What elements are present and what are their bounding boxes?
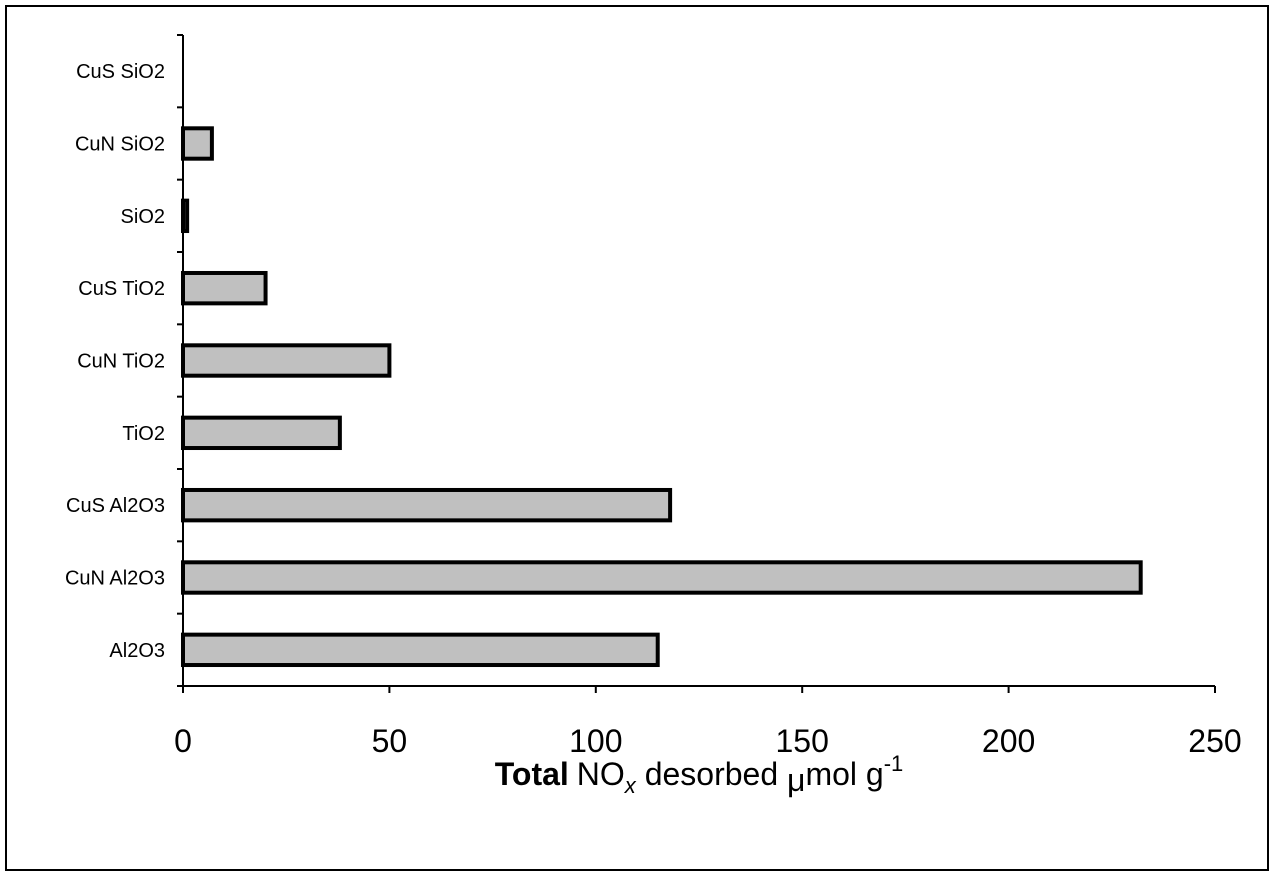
- category-label: CuN SiO2: [75, 134, 165, 156]
- x-axis-title-exp: -1: [884, 751, 904, 776]
- bar-cun-al2o3: [181, 560, 1143, 595]
- category-label: CuS Al2O3: [66, 495, 165, 517]
- category-label: CuS SiO2: [76, 61, 165, 83]
- x-axis-title-species: NO: [577, 756, 625, 792]
- chart-frame: Al2O3 CuN Al2O3 CuS Al2O3 TiO2 CuN TiO2 CuS T…: [5, 5, 1269, 871]
- x-tick-label: 200: [982, 723, 1035, 759]
- category-labels: Al2O3 CuN Al2O3 CuS Al2O3 TiO2 CuN TiO2 CuS T…: [65, 61, 165, 662]
- x-axis-title-bold: Total: [495, 756, 569, 792]
- x-tick-label: 50: [372, 723, 408, 759]
- x-axis-title-mu: μ: [787, 762, 805, 798]
- x-tick-label: 250: [1188, 723, 1241, 759]
- x-axis-title-rest: desorbed: [636, 756, 787, 792]
- bar-cus-al2o3: [181, 487, 673, 523]
- category-label: CuS TiO2: [78, 278, 165, 300]
- y-axis-ticks: [177, 34, 183, 687]
- x-axis-title: Total NOx desorbed μmol g-1: [495, 751, 904, 798]
- category-label: Al2O3: [109, 640, 165, 662]
- bars-group: [181, 126, 1143, 668]
- x-axis-title-species-sub: x: [624, 773, 637, 798]
- x-tick-label: 0: [174, 723, 192, 759]
- x-tick-label: 100: [569, 723, 622, 759]
- bar-cus-tio2: [181, 270, 268, 306]
- x-axis-title-unit: mol g: [805, 756, 883, 792]
- x-tick-label: 150: [776, 723, 829, 759]
- category-label: CuN Al2O3: [65, 568, 165, 590]
- category-label: TiO2: [122, 423, 165, 445]
- bar-cun-sio2: [181, 126, 214, 161]
- bar-al2o3: [181, 632, 660, 668]
- x-tick-labels: 0 50 100 150 200 250: [174, 686, 1242, 759]
- bar-tio2: [181, 415, 342, 451]
- category-label: CuN TiO2: [77, 351, 165, 373]
- bar-cun-tio2: [181, 343, 392, 378]
- category-label: SiO2: [121, 206, 165, 228]
- bar-chart: Al2O3 CuN Al2O3 CuS Al2O3 TiO2 CuN TiO2 CuS T…: [65, 34, 1242, 798]
